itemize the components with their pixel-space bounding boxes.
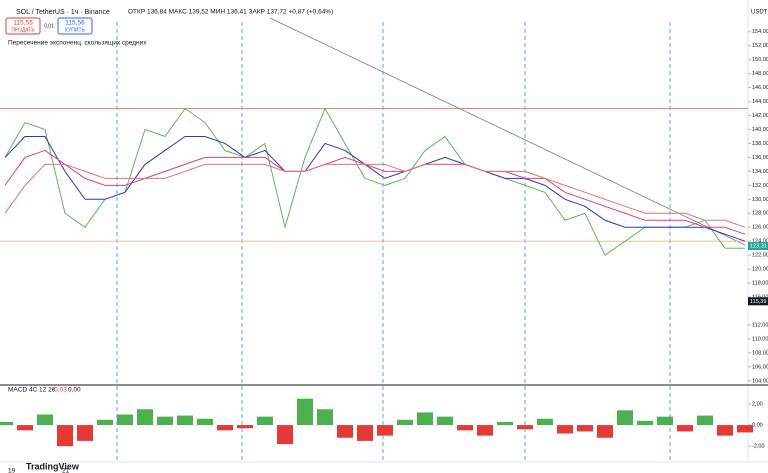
macd-bar (597, 425, 613, 438)
y-tick-label: 0,00 (752, 423, 763, 429)
y-tick-label: 124,00 (752, 239, 768, 245)
macd-bar (437, 416, 453, 426)
trend-line (269, 17, 746, 246)
macd-bar (477, 425, 493, 436)
macd-bar (297, 398, 313, 426)
y-tick-label: 2,00 (752, 401, 763, 407)
sell-price: 115,55 (13, 20, 33, 27)
macd-bar (417, 412, 433, 426)
y-tick-label: 154,00 (752, 29, 768, 35)
price-line (4, 149, 746, 235)
indicator-label: Пересечение экспоненц. скользящих средни… (8, 40, 147, 47)
symbol: SOL / TetherUS · 1ч · Binance (16, 9, 110, 16)
macd-signal: 0,00 (68, 387, 81, 394)
price-line (4, 107, 745, 256)
macd-bar (617, 410, 633, 426)
macd-value: -0,03 (52, 387, 67, 394)
macd-bar (57, 425, 73, 447)
y-tick-label: 140,00 (752, 127, 768, 133)
y-tick-label: 146,00 (752, 85, 768, 91)
y-tick-label: 134,00 (752, 169, 768, 175)
macd-bar (277, 425, 293, 445)
macd-bar (737, 425, 753, 433)
y-tick-label: 150,00 (752, 57, 768, 63)
macd-bar (37, 414, 53, 426)
price-tag-label: 115,39 (750, 299, 766, 305)
macd-bar (137, 409, 153, 426)
y-tick-label: 144,00 (752, 99, 768, 105)
y-tick-label: 136,00 (752, 155, 768, 161)
y-tick-label: 106,00 (752, 364, 768, 370)
currency: USDT (751, 10, 768, 16)
macd-bar (117, 414, 133, 426)
session-lines (116, 22, 671, 462)
macd-bar (77, 425, 93, 441)
y-tick-label: 120,00 (752, 267, 768, 273)
y-tick-label: 132,00 (752, 183, 768, 189)
macd-bar (237, 425, 253, 429)
macd-bar (97, 419, 113, 426)
spread: 0,01 (44, 23, 54, 29)
macd-bar (637, 420, 653, 426)
macd-bar (537, 418, 553, 426)
macd-bar (697, 415, 713, 426)
sell-label: ПРОДАТЬ (11, 27, 35, 33)
y-tick-label: 148,00 (752, 71, 768, 77)
logo: TradingView (26, 461, 80, 471)
price-tag (748, 242, 768, 251)
y-tick-label: 138,00 (752, 141, 768, 147)
price-line (4, 135, 746, 242)
macd-bar (397, 419, 413, 426)
macd-bar (217, 425, 233, 431)
time-label: 21 (62, 468, 70, 473)
macd-bar (337, 425, 353, 438)
buy-label: КУПИТЬ (65, 27, 85, 33)
macd-bar (177, 415, 193, 426)
y-tick-label: 104,00 (752, 378, 768, 384)
macd-bar (717, 425, 733, 436)
price-line (4, 163, 746, 228)
y-tick-label: -2,00 (752, 444, 765, 450)
y-tick-label: 126,00 (752, 225, 768, 231)
price-tag-label: 123,31 (750, 243, 767, 249)
macd-title: MACD 4C 12 26 (8, 387, 56, 394)
buy-button[interactable] (57, 17, 93, 35)
sell-button[interactable] (5, 17, 41, 35)
macd-bar (657, 416, 673, 426)
macd-bar (577, 425, 593, 432)
macd-bar (377, 425, 393, 436)
y-tick-label: 110,00 (752, 336, 768, 342)
ohlc: ОТКР 136,84 МАКС 139,52 МИН 136,41 ЗАКР … (128, 9, 333, 16)
macd-bar (557, 425, 573, 434)
macd-bar (497, 421, 513, 426)
y-tick-label: 108,00 (752, 350, 768, 356)
y-tick-label: 152,00 (752, 43, 768, 49)
macd-bar (17, 425, 33, 431)
y-tick-label: 112,00 (752, 322, 768, 328)
macd-bar (0, 421, 13, 426)
macd-bar (317, 409, 333, 426)
y-tick-label: 130,00 (752, 197, 768, 203)
buy-price: 115,56 (65, 20, 85, 27)
y-tick-label: 122,00 (752, 253, 768, 259)
y-tick-label: 118,00 (752, 281, 768, 287)
macd-bar (257, 416, 273, 426)
macd-bar (677, 425, 693, 432)
time-label: 19 (8, 468, 16, 473)
macd-bar (197, 418, 213, 426)
macd-bar (357, 425, 373, 441)
macd-bar (157, 416, 173, 426)
macd-bar (457, 425, 473, 431)
y-tick-label: 142,00 (752, 113, 768, 119)
price-tag (748, 297, 768, 306)
y-tick-label: 128,00 (752, 211, 768, 217)
macd-bar (517, 425, 533, 430)
